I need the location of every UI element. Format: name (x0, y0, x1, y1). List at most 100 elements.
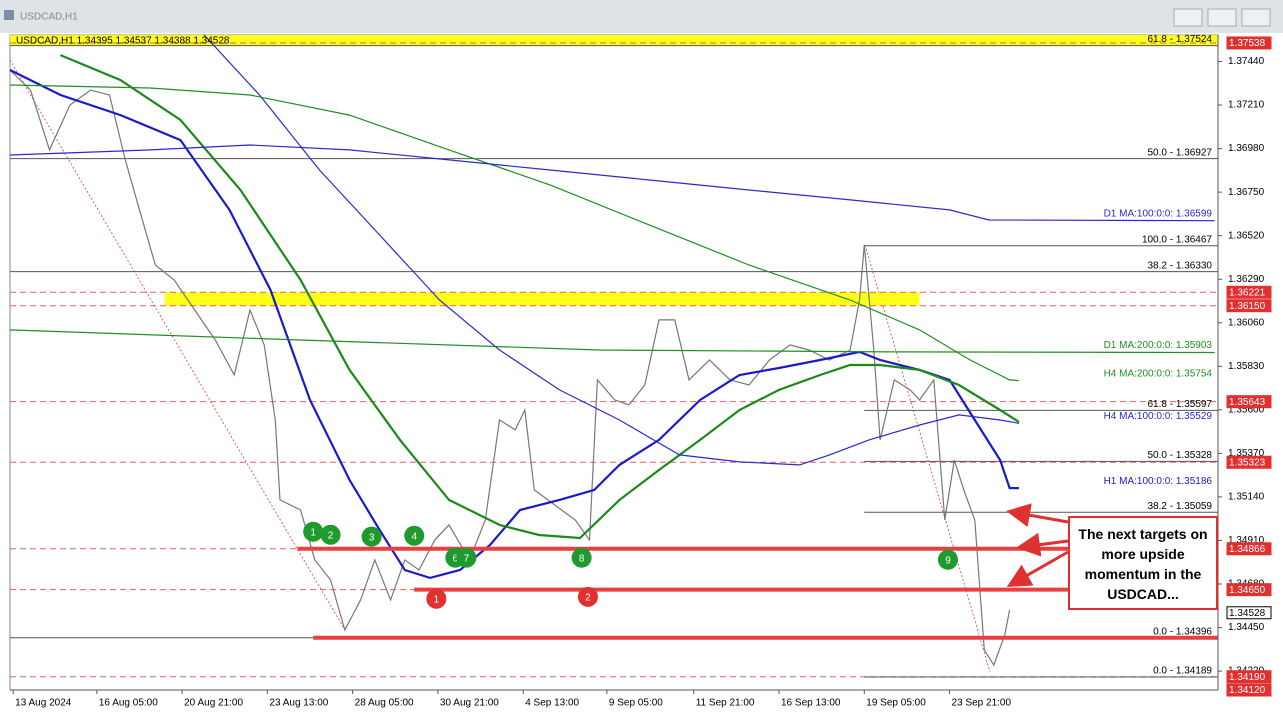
price-tag-label: 1.34190 (1229, 672, 1266, 683)
count-label: 7 (464, 553, 470, 564)
x-tick-label: 23 Aug 13:00 (269, 698, 328, 709)
symbol-info: USDCAD,H1 1.34395 1.34537 1.34388 1.3452… (16, 36, 230, 47)
y-tick-label: 1.35830 (1228, 361, 1265, 372)
window-title: USDCAD,H1 (20, 12, 78, 23)
x-tick-label: 9 Sep 05:00 (609, 698, 663, 709)
minimize-button[interactable] (1173, 8, 1203, 27)
price-tag-label: 1.34528 (1229, 608, 1266, 619)
arrow (1006, 550, 1069, 587)
count-label: 2 (328, 530, 334, 541)
x-tick-label: 16 Sep 13:00 (781, 698, 841, 709)
moving-average (9, 329, 1215, 354)
y-tick-label: 1.34910 (1228, 535, 1265, 546)
price-line (9, 69, 1011, 667)
y-tick-label: 1.35370 (1228, 448, 1265, 459)
count-label: 2 (585, 593, 591, 604)
count-label: 6 (453, 553, 459, 564)
price-tag (1226, 670, 1272, 684)
x-tick-label: 11 Sep 21:00 (696, 698, 755, 709)
y-tick-label: 1.35600 (1228, 404, 1265, 415)
x-tick-label: 4 Sep 13:00 (525, 698, 579, 709)
price-tag-label: 1.35643 (1229, 397, 1266, 408)
fib-label: 61.8 - 1.35597 (1148, 399, 1213, 410)
x-tick-label: 23 Sep 21:00 (952, 698, 1012, 709)
x-tick-label: 19 Sep 05:00 (866, 698, 926, 709)
y-tick-label: 1.37210 (1228, 100, 1265, 111)
price-tag-label: 1.34866 (1229, 544, 1266, 555)
price-tag (1226, 542, 1272, 556)
price-tag-label: 1.36150 (1229, 301, 1266, 312)
series-label: H4 MA:100:0:0: 1.35529 (1104, 411, 1213, 422)
y-tick-label: 1.37440 (1228, 56, 1265, 67)
fib-label: 61.8 - 1.37524 (1148, 34, 1213, 45)
price-tag (1226, 285, 1272, 299)
moving-average (203, 34, 1020, 466)
highlight-zone (164, 292, 920, 306)
count-marker (456, 547, 477, 568)
x-tick-label: 16 Aug 05:00 (99, 698, 158, 709)
x-tick-label: 20 Aug 21:00 (184, 698, 243, 709)
count-label: 9 (945, 555, 951, 566)
count-marker (303, 521, 324, 542)
y-tick-label: 1.36520 (1228, 230, 1265, 241)
price-tag (1226, 299, 1272, 313)
x-axis-band (0, 691, 1283, 721)
count-label: 4 (411, 531, 417, 542)
arrow (1016, 532, 1069, 557)
price-tag (1226, 606, 1272, 620)
y-tick-label: 1.36060 (1228, 317, 1265, 328)
fib-label: 0.0 - 1.34396 (1153, 626, 1212, 637)
highlight-zone (10, 35, 1218, 46)
price-line (60, 54, 1020, 540)
fib-label: 100.0 - 1.36467 (1142, 234, 1212, 245)
x-tick-label: 28 Aug 05:00 (355, 698, 414, 709)
y-tick-label: 1.35140 (1228, 492, 1265, 503)
price-tag-label: 1.35323 (1229, 457, 1266, 468)
count-marker (937, 549, 958, 570)
price-tag (1226, 395, 1272, 409)
count-label: 1 (434, 594, 440, 605)
price-tag (1226, 583, 1272, 597)
moving-average (9, 144, 1215, 222)
fib-label: 50.0 - 1.35328 (1148, 450, 1213, 461)
count-marker (361, 526, 382, 547)
price-tag-label: 1.37538 (1229, 38, 1266, 49)
price-tag-label: 1.34120 (1229, 685, 1266, 696)
y-tick-label: 1.36290 (1228, 274, 1265, 285)
count-marker (577, 586, 598, 607)
fib-label: 38.2 - 1.36330 (1148, 260, 1213, 271)
y-tick-label: 1.36980 (1228, 143, 1265, 154)
series-label: D1 MA:200:0:0: 1.35903 (1104, 340, 1213, 351)
x-tick-label: 13 Aug 2024 (15, 698, 72, 709)
count-label: 3 (369, 532, 375, 543)
price-tag (1226, 683, 1272, 697)
count-marker (571, 547, 592, 568)
series-label: H4 MA:200:0:0: 1.35754 (1104, 368, 1213, 379)
y-tick-label: 1.36750 (1228, 187, 1265, 198)
series-label: D1 MA:100:0:0: 1.36599 (1104, 208, 1213, 219)
fib-label: 50.0 - 1.36927 (1148, 147, 1213, 158)
price-tag (1226, 455, 1272, 469)
count-label: 8 (579, 553, 585, 564)
window-icon (4, 10, 14, 20)
fib-label: 38.2 - 1.35059 (1148, 501, 1213, 512)
x-tick-label: 30 Aug 21:00 (440, 698, 499, 709)
count-marker (426, 588, 447, 609)
price-tag-label: 1.34650 (1229, 585, 1266, 596)
series-label: H1 MA:100:0:0: 1.35186 (1104, 476, 1213, 487)
title-bar (0, 0, 1283, 33)
annotation-box: The next targets on more upside momentum… (1068, 516, 1218, 610)
y-tick-label: 1.34450 (1228, 622, 1265, 633)
count-marker (320, 524, 341, 545)
price-tag (1226, 36, 1272, 50)
arrow (1006, 503, 1069, 527)
close-button[interactable] (1241, 8, 1271, 27)
price-tag-label: 1.36221 (1229, 287, 1266, 298)
fib-label: 0.0 - 1.34189 (1153, 666, 1212, 677)
maximize-button[interactable] (1207, 8, 1237, 27)
moving-average (9, 84, 1020, 382)
count-label: 1 (310, 527, 316, 538)
count-marker (404, 525, 425, 546)
